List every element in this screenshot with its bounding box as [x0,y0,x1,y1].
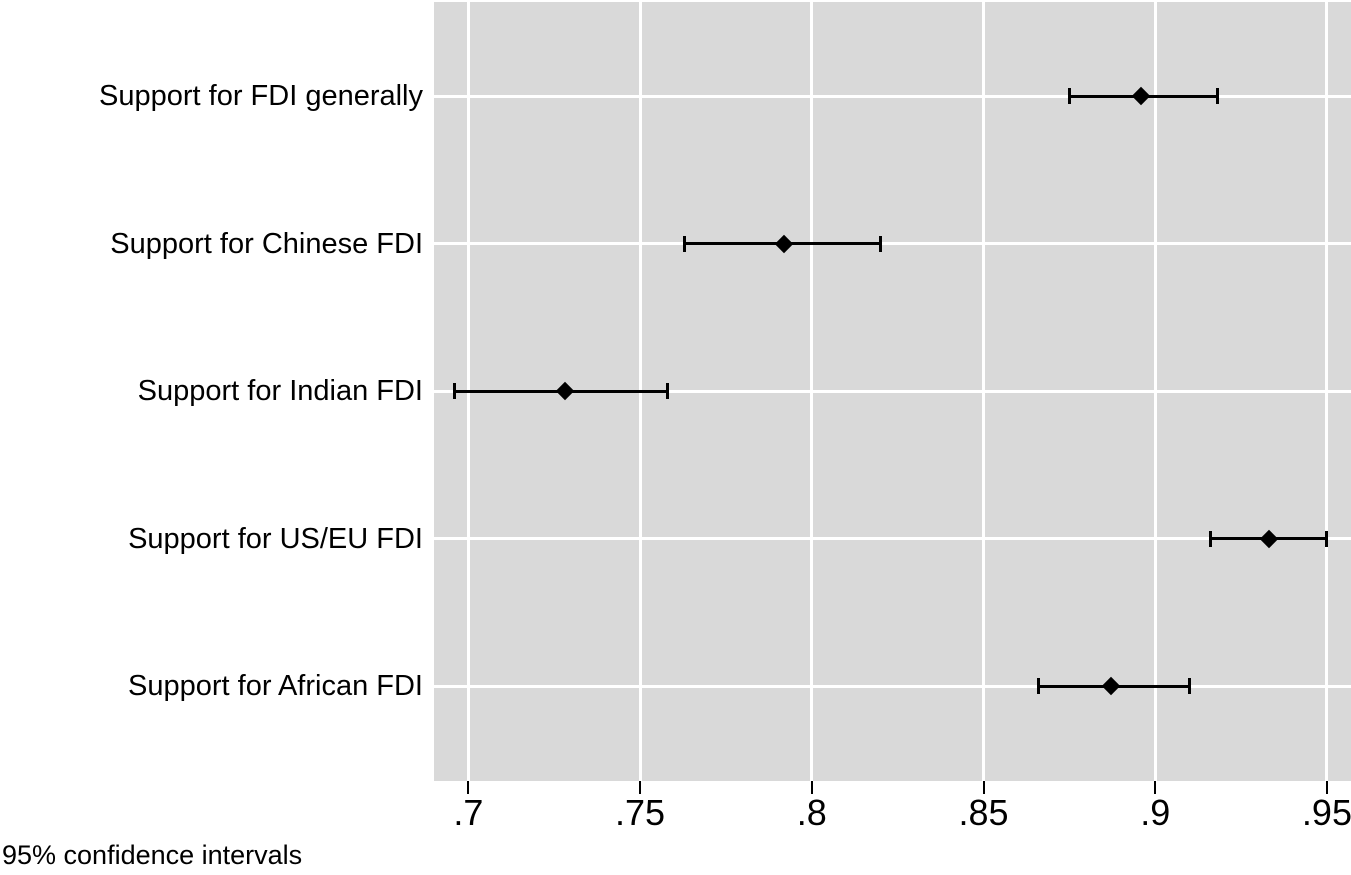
gridline-horizontal [434,94,1351,98]
category-label: Support for Chinese FDI [110,227,423,260]
ci-cap [1067,88,1071,104]
x-axis-tick [1154,781,1157,794]
x-tick-label: .9 [1140,792,1171,833]
category-label: Support for Indian FDI [137,375,423,407]
ci-cap [666,383,670,399]
plot-area [434,2,1351,781]
category-label: Support for FDI generally [99,80,423,112]
ci-cap [683,235,687,252]
category-label: Support for African FDI [128,670,423,702]
ci-cap [1188,678,1192,694]
ci-cap [453,383,457,399]
ci-cap [1036,678,1040,694]
category-label: Support for US/EU FDI [128,522,423,555]
x-axis-tick [982,781,985,794]
point-marker [775,234,794,253]
gridline-horizontal [434,537,1351,540]
point-marker [1259,529,1278,548]
ci-cap [1208,530,1212,547]
x-axis-tick [467,781,470,794]
ci-cap [1325,530,1329,547]
x-tick-label: .85 [958,792,1009,833]
x-tick-label: .7 [453,792,484,833]
gridline-horizontal [434,684,1351,688]
point-marker [555,381,574,401]
point-marker [1101,676,1120,696]
x-tick-label: .8 [796,792,827,833]
gridline-horizontal [434,242,1351,245]
point-marker [1132,86,1151,106]
x-axis-tick [810,781,813,794]
ci-cap [1215,88,1219,104]
x-tick-label: .95 [1301,792,1351,833]
x-axis-tick [1325,781,1328,794]
x-axis-tick [639,781,642,794]
caption-95-ci: 95% confidence intervals [2,840,303,870]
x-tick-label: .75 [615,792,666,833]
gridline-horizontal [434,389,1351,393]
ci-cap [878,235,882,252]
